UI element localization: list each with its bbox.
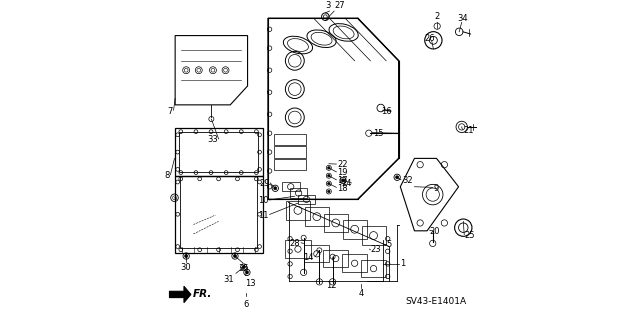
Text: 33: 33 [207, 135, 218, 144]
Text: 8: 8 [164, 171, 170, 180]
Bar [275, 146, 306, 158]
Text: 25: 25 [465, 231, 476, 240]
Text: 11: 11 [259, 211, 269, 219]
Circle shape [245, 271, 248, 274]
Text: 34: 34 [458, 14, 468, 23]
Text: 23: 23 [371, 245, 381, 254]
Circle shape [328, 190, 330, 193]
Circle shape [184, 255, 188, 257]
Circle shape [234, 255, 237, 257]
Text: 13: 13 [245, 279, 255, 288]
Text: 20: 20 [429, 227, 440, 236]
Text: 35: 35 [239, 264, 249, 273]
Circle shape [242, 265, 245, 269]
Circle shape [328, 167, 330, 169]
Text: 12: 12 [326, 281, 336, 290]
Text: 14: 14 [303, 253, 314, 262]
Text: 32: 32 [402, 176, 413, 185]
Bar [179, 132, 259, 172]
Text: 6: 6 [243, 300, 249, 309]
Bar [180, 176, 257, 248]
Text: 18: 18 [337, 184, 348, 193]
Text: 2: 2 [434, 12, 439, 21]
Text: 29: 29 [259, 179, 269, 188]
Bar [275, 159, 306, 170]
Bar [275, 134, 306, 145]
Polygon shape [170, 286, 191, 303]
Text: 26: 26 [424, 33, 435, 42]
Text: 5: 5 [386, 241, 392, 249]
Text: 31: 31 [224, 275, 234, 284]
Text: 21: 21 [463, 126, 474, 135]
Text: FR.: FR. [193, 289, 212, 300]
Text: 28: 28 [290, 239, 300, 248]
Text: 19: 19 [337, 168, 348, 177]
Circle shape [396, 176, 399, 179]
Text: 9: 9 [434, 184, 439, 193]
Text: 1: 1 [400, 259, 406, 268]
Circle shape [328, 174, 330, 177]
Text: 4: 4 [358, 289, 364, 298]
Text: 22: 22 [337, 160, 348, 169]
Circle shape [341, 179, 344, 182]
Circle shape [328, 182, 330, 185]
Text: 3: 3 [326, 1, 331, 11]
Bar [175, 129, 262, 176]
Bar [175, 176, 262, 253]
Text: 17: 17 [337, 176, 348, 185]
Text: 24: 24 [341, 179, 351, 188]
Text: 16: 16 [381, 107, 392, 116]
Text: 7: 7 [167, 107, 173, 116]
Text: 30: 30 [180, 263, 191, 272]
Text: 15: 15 [373, 129, 383, 138]
Text: 27: 27 [334, 1, 345, 11]
Text: 10: 10 [259, 197, 269, 205]
Text: SV43-E1401A: SV43-E1401A [405, 297, 466, 307]
Circle shape [274, 187, 277, 190]
